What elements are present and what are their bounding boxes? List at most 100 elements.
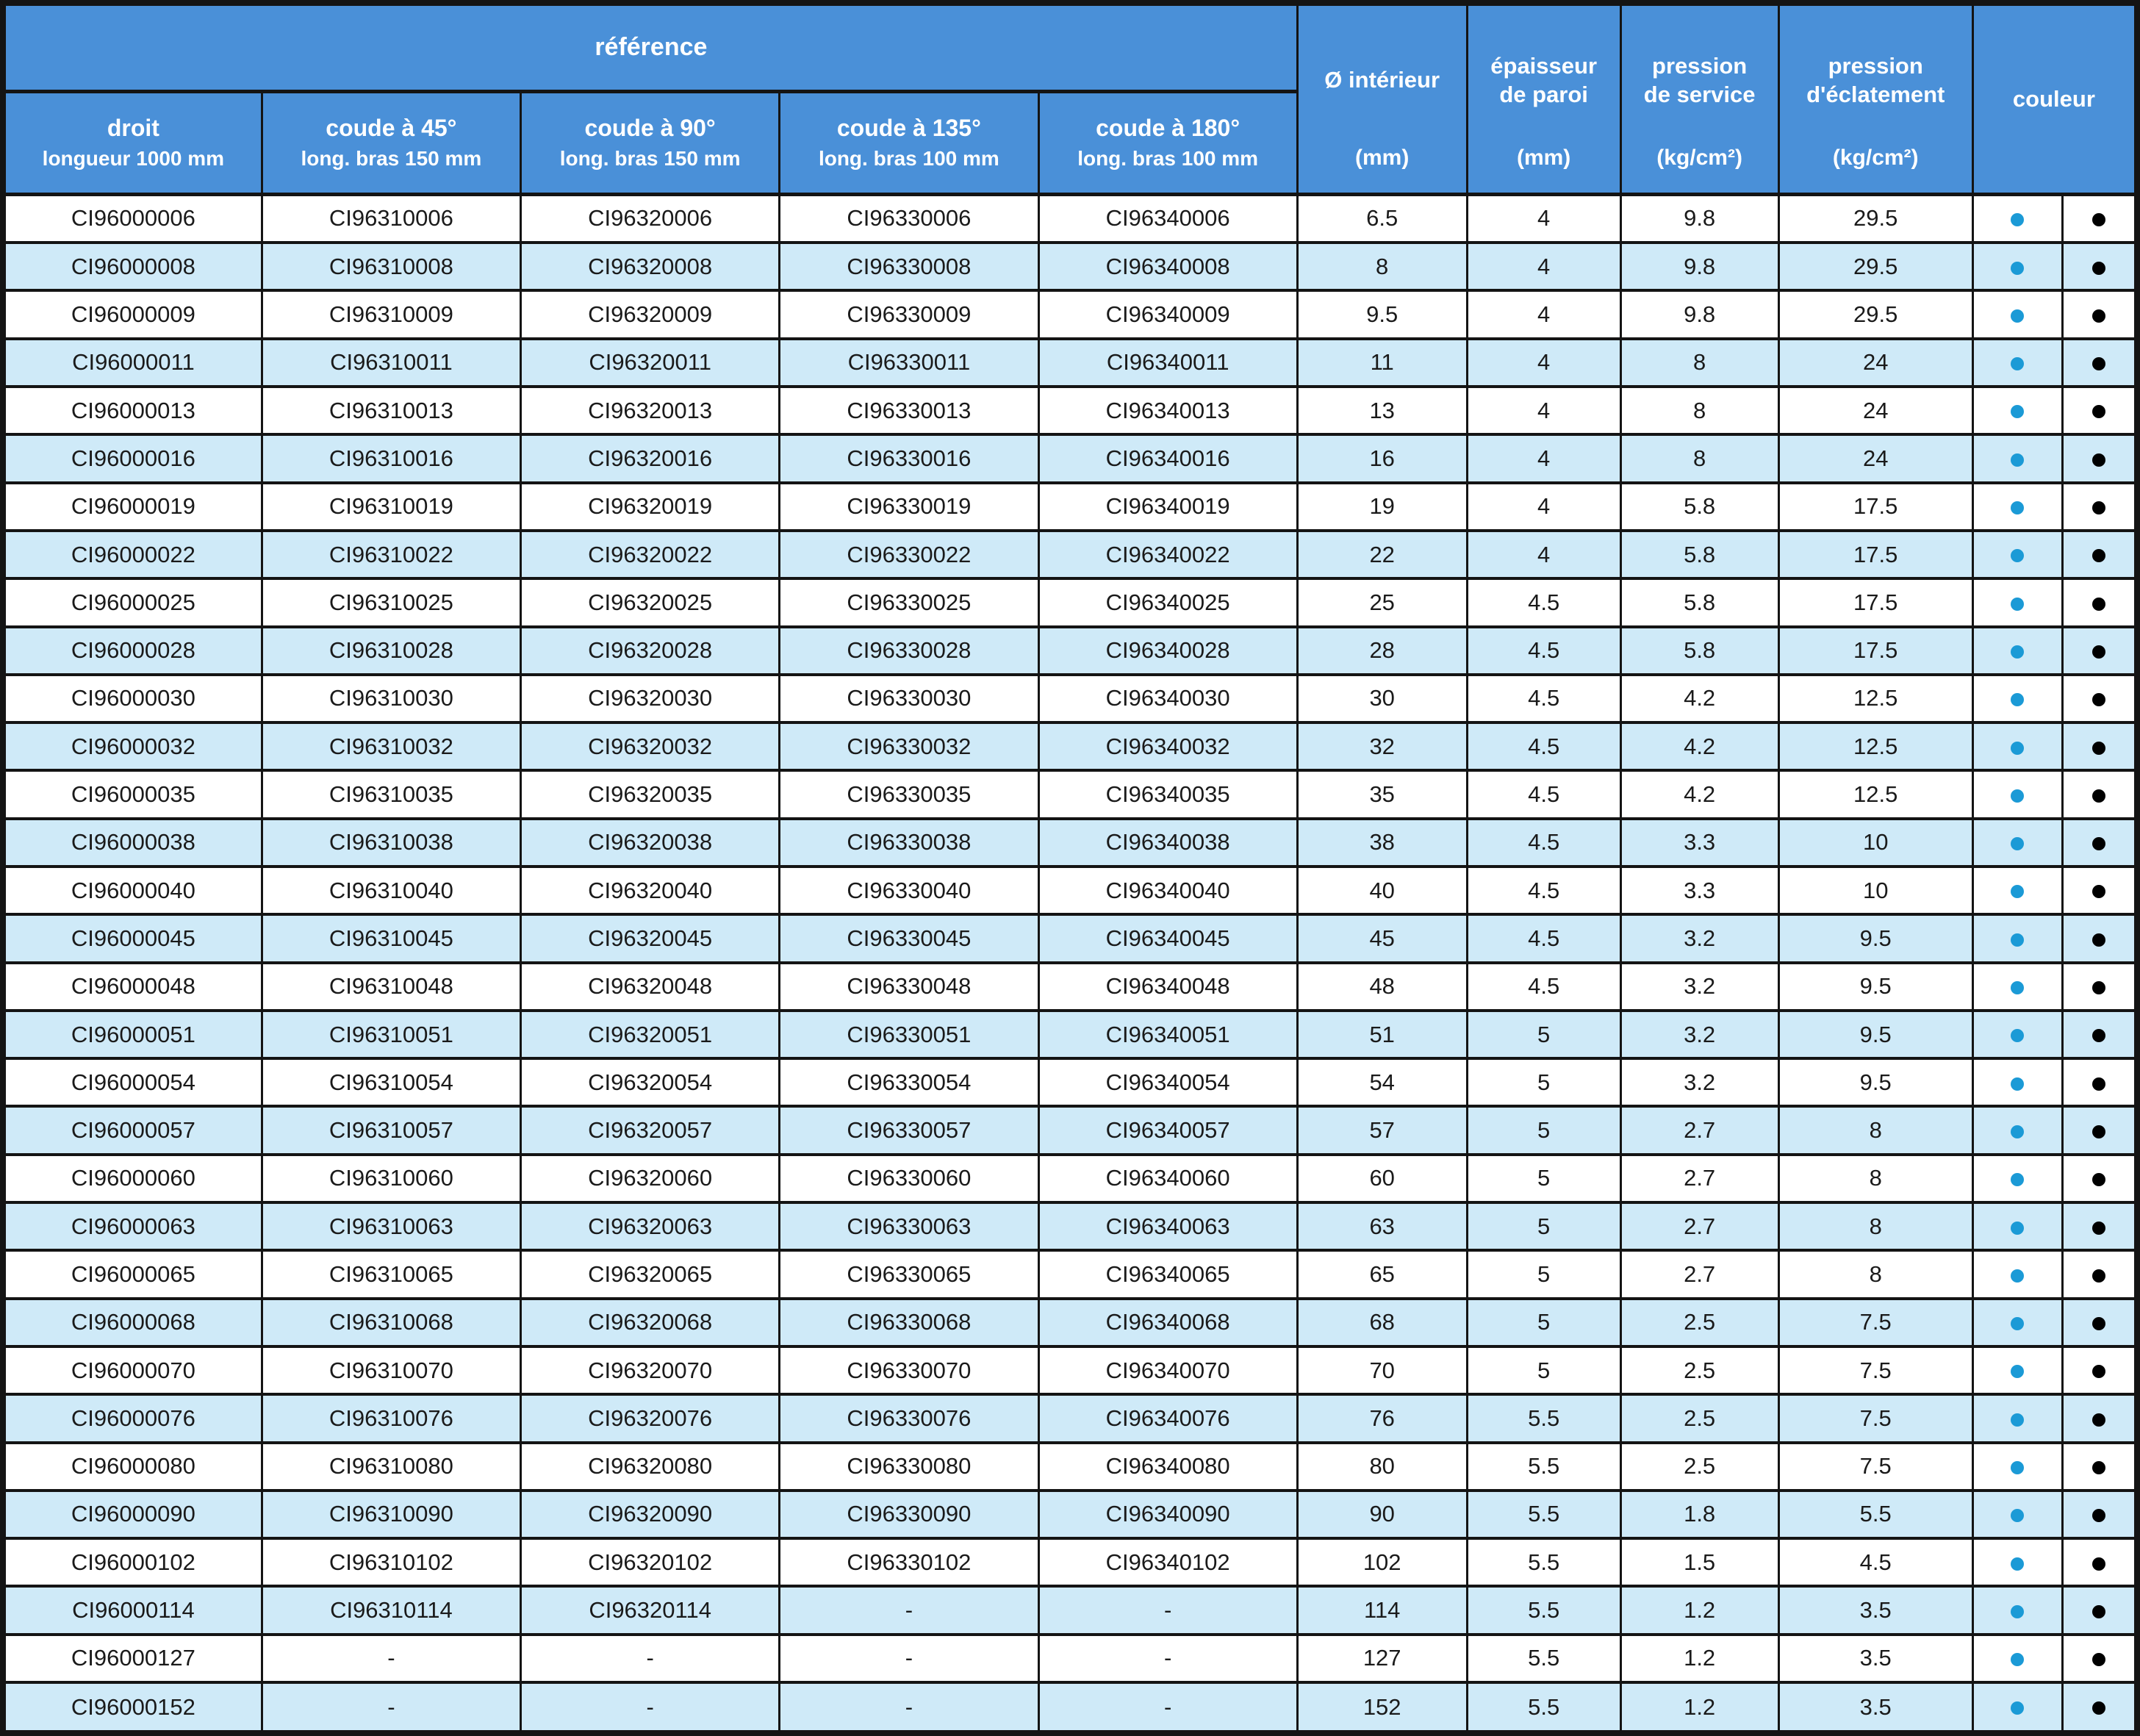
cell-couleur — [2061, 1441, 2139, 1492]
black-dot-icon — [2091, 885, 2105, 899]
cell-epaisseur-paroi: 4 — [1465, 241, 1622, 293]
cell-couleur — [1971, 1681, 2064, 1735]
cell-diametre-interieur: 13 — [1296, 385, 1468, 437]
black-dot-icon — [2091, 309, 2105, 323]
cell-coude-180: CI96340048 — [1037, 961, 1299, 1012]
cell-coude-135: CI96330011 — [778, 337, 1040, 389]
cell-coude-45: CI96310065 — [260, 1249, 523, 1300]
cell-coude-180: CI96340080 — [1037, 1441, 1299, 1492]
cell-epaisseur-paroi: 4.5 — [1465, 817, 1622, 868]
blue-dot-icon — [2011, 837, 2025, 851]
cell-couleur — [1971, 337, 2064, 389]
cell-coude-90: CI96320038 — [519, 817, 781, 868]
cell-diametre-interieur: 51 — [1296, 1008, 1468, 1061]
cell-epaisseur-paroi: 4.5 — [1465, 625, 1622, 676]
cell-couleur — [1971, 625, 2064, 676]
table-row: CI96000057 CI96310057 CI96320057 CI96330057… — [1, 1105, 2139, 1156]
black-dot-icon — [2091, 453, 2105, 467]
cell-epaisseur-paroi: 4 — [1465, 192, 1622, 245]
cell-epaisseur-paroi: 5.5 — [1465, 1393, 1622, 1444]
cell-diametre-interieur: 25 — [1296, 577, 1468, 628]
cell-couleur — [1971, 1105, 2064, 1156]
black-dot-icon — [2091, 597, 2105, 611]
cell-droit: CI96000060 — [1, 1152, 263, 1205]
cell-epaisseur-paroi: 5 — [1465, 1296, 1622, 1348]
cell-epaisseur-paroi: 4 — [1465, 481, 1622, 532]
cell-pression-eclatement: 7.5 — [1777, 1296, 1974, 1348]
cell-coude-135: CI96330032 — [778, 721, 1040, 772]
table-row: CI96000035 CI96310035 CI96320035 CI96330035… — [1, 769, 2139, 820]
cell-coude-135: CI96330076 — [778, 1393, 1040, 1444]
cell-droit: CI96000016 — [1, 433, 263, 484]
cell-coude-45: CI96310090 — [260, 1488, 523, 1540]
cell-pression-eclatement: 8 — [1777, 1152, 1974, 1205]
cell-couleur — [1971, 1296, 2064, 1348]
cell-coude-135: CI96330022 — [778, 528, 1040, 581]
table-row: CI96000070 CI96310070 CI96320070 CI96330070… — [1, 1344, 2139, 1396]
black-dot-icon — [2091, 1173, 2105, 1187]
cell-coude-180: CI96340045 — [1037, 913, 1299, 964]
cell-coude-135: CI96330060 — [778, 1152, 1040, 1205]
black-dot-icon — [2091, 1509, 2105, 1523]
cell-epaisseur-paroi: 4.5 — [1465, 913, 1622, 964]
cell-couleur — [2061, 961, 2139, 1012]
cell-couleur — [1971, 961, 2064, 1012]
header-coude-90-line2: long. bras 150 mm — [559, 147, 741, 171]
cell-epaisseur-paroi: 5 — [1465, 1152, 1622, 1205]
cell-couleur — [1971, 1008, 2064, 1061]
cell-droit: CI96000013 — [1, 385, 263, 437]
cell-pression-service: 1.2 — [1619, 1681, 1780, 1735]
cell-coude-45: CI96310080 — [260, 1441, 523, 1492]
cell-coude-180: CI96340060 — [1037, 1152, 1299, 1205]
cell-diametre-interieur: 65 — [1296, 1249, 1468, 1300]
table-row: CI96000019 CI96310019 CI96320019 CI96330019… — [1, 481, 2139, 532]
header-epaisseur-unit: (mm) — [1516, 145, 1571, 170]
cell-pression-eclatement: 12.5 — [1777, 672, 1974, 725]
blue-dot-icon — [2011, 1557, 2025, 1571]
cell-pression-eclatement: 7.5 — [1777, 1344, 1974, 1396]
cell-diametre-interieur: 30 — [1296, 672, 1468, 725]
cell-coude-180: CI96340051 — [1037, 1008, 1299, 1061]
cell-pression-eclatement: 4.5 — [1777, 1537, 1974, 1588]
cell-diametre-interieur: 6.5 — [1296, 192, 1468, 245]
cell-couleur — [2061, 241, 2139, 293]
black-dot-icon — [2091, 693, 2105, 707]
cell-pression-eclatement: 9.5 — [1777, 1008, 1974, 1061]
cell-coude-45: CI96310045 — [260, 913, 523, 964]
blue-dot-icon — [2011, 1653, 2025, 1667]
cell-coude-90: CI96320009 — [519, 289, 781, 340]
blue-dot-icon — [2011, 1029, 2025, 1043]
cell-pression-service: 2.5 — [1619, 1296, 1780, 1348]
cell-coude-90: CI96320080 — [519, 1441, 781, 1492]
cell-pression-service: 4.2 — [1619, 769, 1780, 820]
cell-couleur — [1971, 1057, 2064, 1108]
cell-couleur — [2061, 577, 2139, 628]
cell-coude-90: CI96320070 — [519, 1344, 781, 1396]
cell-droit: CI96000068 — [1, 1296, 263, 1348]
cell-coude-45: CI96310006 — [260, 192, 523, 245]
cell-couleur — [2061, 1201, 2139, 1252]
cell-pression-service: 2.7 — [1619, 1249, 1780, 1300]
cell-pression-service: 5.8 — [1619, 528, 1780, 581]
header-eclatement-line2: d'éclatement — [1806, 81, 1945, 107]
cell-pression-service: 5.8 — [1619, 625, 1780, 676]
cell-coude-45: CI96310016 — [260, 433, 523, 484]
cell-droit: CI96000080 — [1, 1441, 263, 1492]
cell-droit: CI96000051 — [1, 1008, 263, 1061]
cell-coude-90: CI96320011 — [519, 337, 781, 389]
cell-diametre-interieur: 32 — [1296, 721, 1468, 772]
table-row: CI96000054 CI96310054 CI96320054 CI96330054… — [1, 1057, 2139, 1108]
cell-coude-135: CI96330068 — [778, 1296, 1040, 1348]
cell-coude-135: CI96330065 — [778, 1249, 1040, 1300]
cell-pression-service: 5.8 — [1619, 481, 1780, 532]
cell-diametre-interieur: 16 — [1296, 433, 1468, 484]
table-row: CI96000040 CI96310040 CI96320040 CI96330040… — [1, 864, 2139, 917]
cell-coude-90: CI96320114 — [519, 1585, 781, 1636]
cell-droit: CI96000057 — [1, 1105, 263, 1156]
cell-coude-90: CI96320065 — [519, 1249, 781, 1300]
black-dot-icon — [2091, 405, 2105, 419]
cell-coude-45: CI96310022 — [260, 528, 523, 581]
cell-pression-eclatement: 5.5 — [1777, 1488, 1974, 1540]
cell-pression-service: 8 — [1619, 337, 1780, 389]
table-row: CI96000068 CI96310068 CI96320068 CI96330068… — [1, 1296, 2139, 1348]
